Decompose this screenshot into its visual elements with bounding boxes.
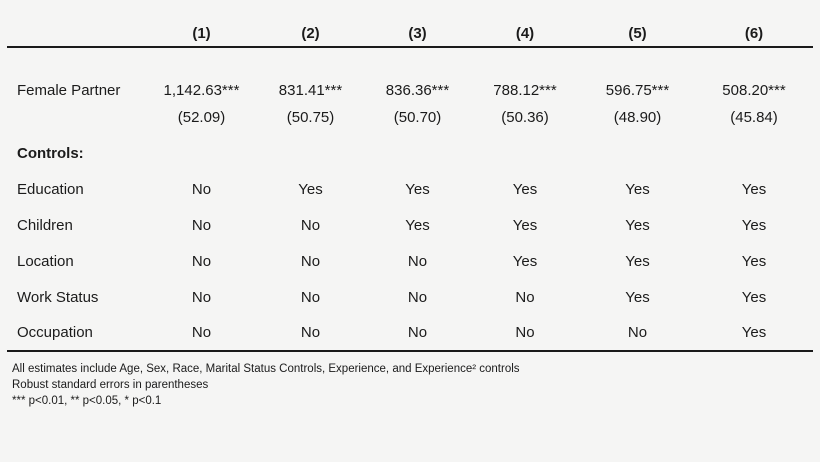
empty-cell — [147, 135, 813, 171]
control-flag: Yes — [625, 252, 650, 270]
column-header-4: (4) — [470, 0, 580, 48]
control-flag: No — [300, 252, 321, 270]
coefficient-row: Female Partner 1,142.63*** 831.41*** 836… — [7, 47, 813, 99]
note-controls-included: All estimates include Age, Sex, Race, Ma… — [12, 363, 520, 375]
control-flag: No — [300, 288, 321, 306]
control-row-education: Education No Yes Yes Yes Yes Yes — [7, 171, 813, 207]
std-error-row: (52.09) (50.75) (50.70) (50.36) (48.90) … — [7, 99, 813, 135]
control-flag: No — [515, 288, 535, 306]
controls-section-label: Controls: — [17, 144, 84, 162]
std-error-value: (52.09) — [177, 108, 226, 126]
control-flag: No — [191, 288, 212, 306]
row-label-work-status: Work Status — [17, 288, 99, 306]
control-flag: Yes — [512, 252, 538, 270]
control-flag: Yes — [695, 315, 813, 352]
coefficient-value: 788.12*** — [493, 82, 557, 99]
table-header-row: (1) (2) (3) (4) (5) (6) — [7, 0, 813, 48]
column-header-3: (3) — [365, 0, 470, 48]
control-flag: Yes — [625, 216, 650, 234]
header-empty-cell — [7, 0, 147, 48]
column-header-6: (6) — [695, 0, 813, 48]
control-flag: No — [365, 315, 470, 352]
control-row-children: Children No No Yes Yes Yes Yes — [7, 207, 813, 243]
std-error-value: (50.70) — [393, 108, 442, 126]
std-error-value: (45.84) — [730, 108, 778, 126]
control-flag: Yes — [405, 216, 430, 234]
coefficient-value: 1,142.63*** — [163, 82, 240, 99]
control-flag: No — [191, 252, 212, 270]
control-flag: Yes — [405, 180, 430, 198]
std-error-value: (50.75) — [286, 108, 335, 126]
empty-cell — [7, 99, 147, 135]
control-row-location: Location No No No Yes Yes Yes — [7, 243, 813, 279]
control-row-occupation: Occupation No No No No No Yes — [7, 315, 813, 352]
table-notes: All estimates include Age, Sex, Race, Ma… — [12, 361, 820, 409]
control-flag: Yes — [625, 180, 650, 198]
control-flag: No — [470, 315, 580, 352]
regression-results-table: (1) (2) (3) (4) (5) (6) Female Partner 1… — [7, 0, 813, 352]
control-flag: No — [407, 288, 428, 306]
coefficient-value: 596.75*** — [605, 82, 670, 99]
control-flag: Yes — [741, 288, 767, 306]
control-row-work-status: Work Status No No No No Yes Yes — [7, 279, 813, 315]
control-flag: No — [580, 315, 695, 352]
control-flag: Yes — [625, 288, 650, 306]
note-significance-levels: *** p<0.01, ** p<0.05, * p<0.1 — [12, 395, 162, 407]
std-error-value: (48.90) — [613, 108, 662, 126]
control-flag: No — [300, 216, 321, 234]
control-flag: No — [256, 315, 365, 352]
std-error-value: (50.36) — [501, 108, 549, 126]
control-flag: Yes — [512, 216, 538, 234]
row-label-occupation: Occupation — [7, 315, 147, 352]
control-flag: Yes — [741, 180, 767, 198]
row-label-female-partner: Female Partner — [17, 82, 121, 99]
control-flag: Yes — [298, 180, 323, 198]
coefficient-value: 831.41*** — [278, 82, 343, 99]
control-flag: Yes — [741, 216, 767, 234]
row-label-location: Location — [17, 252, 74, 270]
control-flag: No — [147, 315, 256, 352]
coefficient-value: 836.36*** — [385, 82, 450, 99]
control-flag: No — [191, 216, 212, 234]
controls-section-row: Controls: — [7, 135, 813, 171]
column-header-1: (1) — [147, 0, 256, 48]
row-label-education: Education — [17, 180, 84, 198]
row-label-children: Children — [17, 216, 73, 234]
column-header-5: (5) — [580, 0, 695, 48]
column-header-2: (2) — [256, 0, 365, 48]
control-flag: No — [191, 180, 212, 198]
control-flag: Yes — [512, 180, 538, 198]
note-robust-se: Robust standard errors in parentheses — [12, 379, 209, 391]
control-flag: Yes — [741, 252, 767, 270]
coefficient-value: 508.20*** — [722, 82, 786, 99]
control-flag: No — [407, 252, 428, 270]
